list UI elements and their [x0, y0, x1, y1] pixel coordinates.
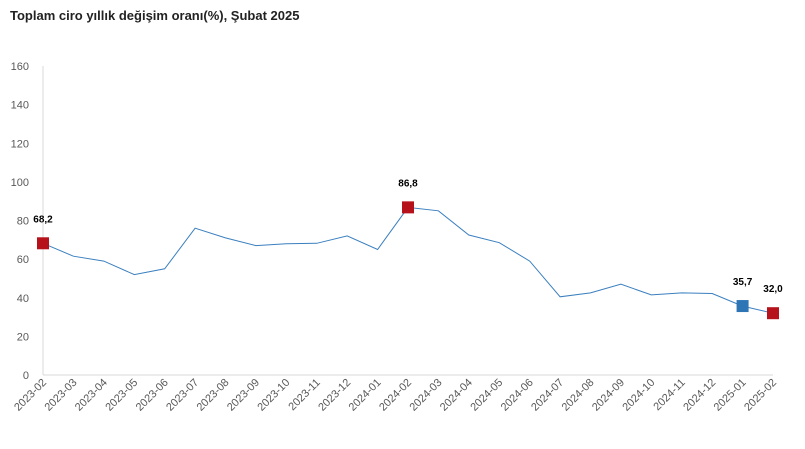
x-tick-label: 2023-02 [12, 377, 49, 414]
data-point-marker [736, 300, 749, 313]
x-tick-label: 2024-06 [499, 377, 536, 414]
x-tick-label: 2024-02 [377, 377, 414, 414]
x-tick-label: 2024-09 [590, 377, 627, 414]
x-tick-label: 2024-08 [560, 377, 597, 414]
chart-title: Toplam ciro yıllık değişim oranı(%), Şub… [10, 8, 300, 23]
data-label: 86,8 [398, 178, 418, 189]
y-tick-label: 40 [17, 293, 29, 305]
y-tick-label: 140 [11, 100, 29, 112]
y-tick-label: 0 [23, 370, 29, 382]
x-tick-label: 2023-09 [225, 377, 262, 414]
data-label: 68,2 [33, 214, 53, 225]
x-tick-label: 2024-03 [408, 377, 445, 414]
y-tick-label: 160 [11, 61, 29, 73]
x-tick-label: 2025-02 [742, 377, 779, 414]
data-point-marker [402, 201, 414, 214]
x-tick-label: 2023-04 [73, 377, 110, 414]
x-tick-label: 2023-07 [164, 377, 201, 414]
x-tick-label: 2024-12 [681, 377, 718, 414]
x-tick-label: 2024-01 [347, 377, 384, 414]
y-tick-label: 60 [17, 254, 29, 266]
x-tick-label: 2025-01 [712, 377, 749, 414]
x-tick-label: 2023-08 [195, 377, 232, 414]
x-tick-label: 2024-07 [529, 377, 566, 414]
x-tick-label: 2023-05 [103, 377, 140, 414]
x-tick-label: 2023-03 [43, 377, 80, 414]
series-line [42, 206, 774, 314]
y-tick-label: 20 [17, 331, 29, 343]
x-tick-label: 2023-06 [134, 377, 171, 414]
y-tick-label: 100 [11, 177, 29, 189]
x-tick-label: 2024-10 [620, 377, 657, 414]
x-tick-label: 2023-10 [255, 377, 292, 414]
y-tick-label: 80 [17, 216, 29, 228]
data-point-marker [37, 237, 49, 250]
data-point-marker [767, 307, 779, 320]
x-tick-label: 2023-12 [316, 377, 353, 414]
data-label: 32,0 [763, 284, 783, 295]
x-tick-label: 2024-04 [438, 377, 475, 414]
x-tick-label: 2024-05 [468, 377, 505, 414]
data-label: 35,7 [733, 277, 753, 288]
y-tick-label: 120 [11, 138, 29, 150]
